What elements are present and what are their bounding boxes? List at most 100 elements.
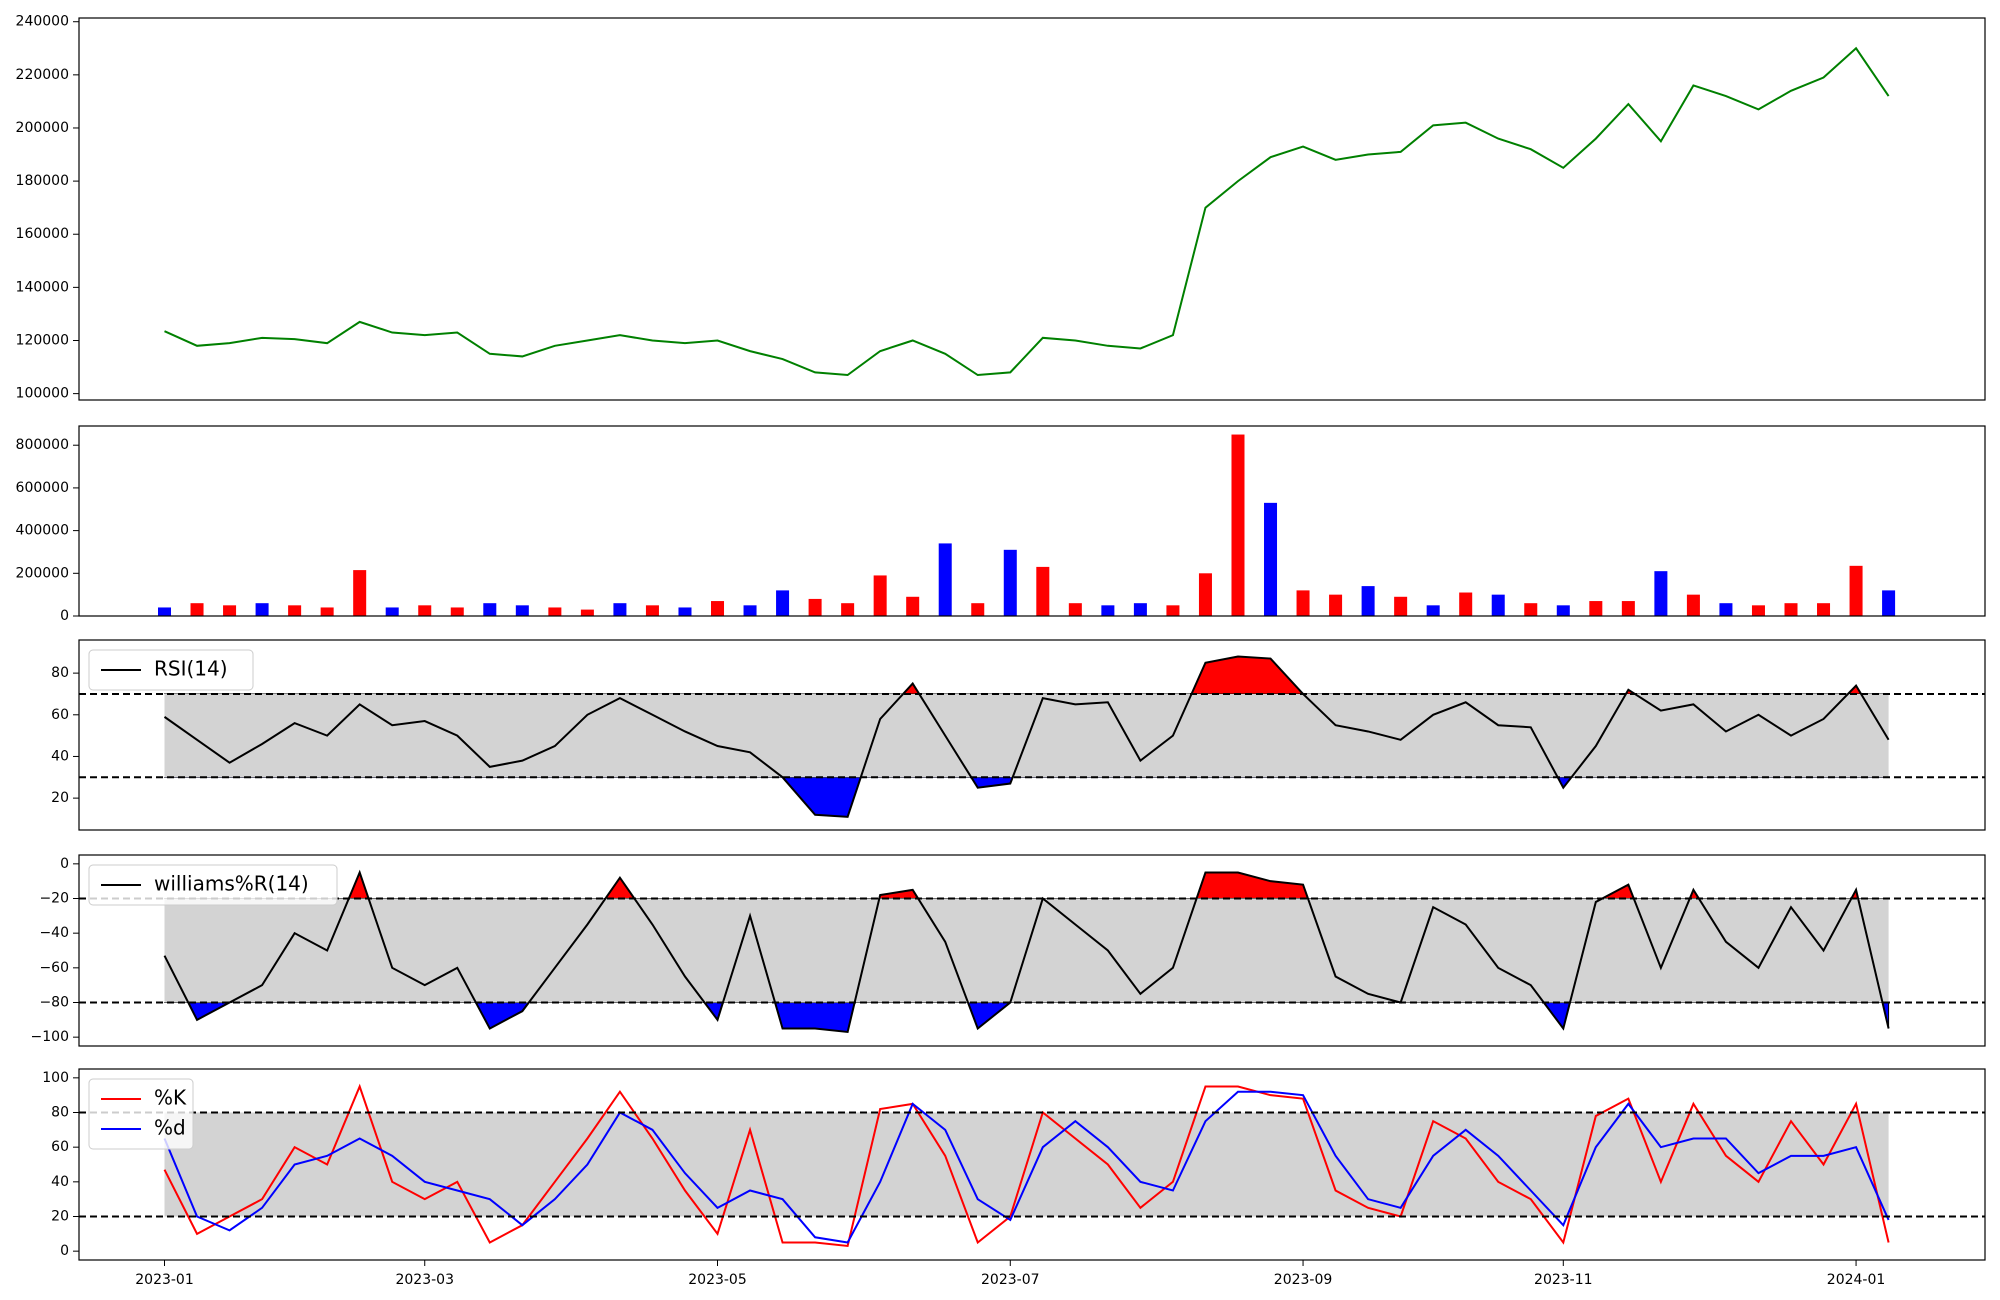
- bar: [613, 603, 627, 616]
- bar: [1329, 594, 1343, 616]
- bar: [1751, 605, 1765, 616]
- x-tick-label: 2023-05: [688, 1272, 747, 1288]
- y-tick-label: 20: [51, 790, 69, 806]
- y-tick-label: −20: [39, 891, 69, 907]
- bar: [1231, 434, 1245, 616]
- bar: [1686, 594, 1700, 616]
- bar: [1264, 502, 1278, 616]
- frame: [78, 425, 1986, 617]
- frame: [78, 854, 1986, 1047]
- bar: [1719, 603, 1733, 616]
- y-tick-label: 0: [60, 1243, 69, 1259]
- bar: [1166, 605, 1180, 616]
- y-tick-label: 160000: [16, 226, 69, 242]
- bar: [1036, 566, 1050, 616]
- y-tick-label: 240000: [16, 14, 69, 30]
- bar: [1133, 603, 1147, 616]
- bar: [157, 607, 172, 616]
- bar: [678, 607, 692, 616]
- y-tick-label: 0: [60, 608, 69, 624]
- y-tick-label: 400000: [16, 523, 69, 539]
- bar: [450, 607, 464, 616]
- bar: [873, 575, 887, 616]
- bar: [288, 605, 302, 616]
- bar: [711, 601, 725, 616]
- y-tick-label: 220000: [16, 67, 69, 83]
- y-tick-label: −60: [39, 960, 69, 976]
- x-tick-label: 2023-07: [981, 1272, 1040, 1288]
- bar: [1556, 605, 1570, 616]
- bar: [1817, 603, 1831, 616]
- bar: [580, 609, 594, 616]
- bar: [938, 543, 952, 616]
- bar: [808, 598, 822, 616]
- bar: [548, 607, 562, 616]
- bar: [1849, 565, 1863, 616]
- bar: [1296, 590, 1310, 616]
- y-tick-label: 40: [51, 748, 69, 764]
- bar: [1101, 605, 1115, 616]
- bar: [1426, 605, 1440, 616]
- bar: [645, 605, 659, 616]
- bar: [223, 605, 237, 616]
- bar: [743, 605, 757, 616]
- y-tick-label: −40: [39, 925, 69, 941]
- y-tick-label: 800000: [16, 437, 69, 453]
- frame: [78, 639, 1986, 831]
- bar: [1003, 549, 1017, 616]
- bar: [320, 607, 334, 616]
- bar: [190, 603, 204, 616]
- frame: [78, 17, 1986, 401]
- bar: [483, 603, 497, 616]
- bar: [1589, 601, 1603, 616]
- y-tick-label: 40: [51, 1174, 69, 1190]
- x-tick-label: 2023-03: [395, 1272, 454, 1288]
- y-tick-label: −80: [39, 994, 69, 1010]
- y-tick-label: 80: [51, 665, 69, 681]
- y-tick-label: 120000: [16, 332, 69, 348]
- bar: [385, 607, 399, 616]
- bar: [1361, 586, 1375, 616]
- bar: [1198, 573, 1212, 616]
- y-tick-label: 100: [42, 1070, 69, 1086]
- band: [164, 693, 1889, 778]
- legend-box: [88, 864, 338, 906]
- y-tick-label: 200000: [16, 565, 69, 581]
- x-tick-label: 2024-01: [1827, 1272, 1886, 1288]
- bar: [1524, 603, 1538, 616]
- y-tick-label: 100000: [16, 386, 69, 402]
- y-tick-label: 60: [51, 1139, 69, 1155]
- legend-label: %d: [154, 1116, 186, 1140]
- legend-label: %K: [154, 1086, 187, 1110]
- y-tick-label: 140000: [16, 279, 69, 295]
- y-tick-label: 600000: [16, 480, 69, 496]
- bar: [1621, 601, 1635, 616]
- bar: [971, 603, 985, 616]
- x-tick-label: 2023-01: [135, 1272, 194, 1288]
- y-tick-label: 80: [51, 1105, 69, 1121]
- bar: [418, 605, 432, 616]
- bar: [1491, 594, 1505, 616]
- legend-box: [88, 1078, 194, 1150]
- frame: [78, 1068, 1986, 1261]
- y-tick-label: −100: [31, 1029, 69, 1045]
- bar: [515, 605, 529, 616]
- bar: [841, 603, 855, 616]
- bar: [1882, 590, 1896, 616]
- x-tick-label: 2023-11: [1534, 1272, 1593, 1288]
- bar: [1068, 603, 1082, 616]
- x-tick-label: 2023-09: [1274, 1272, 1333, 1288]
- bar: [1654, 571, 1668, 616]
- bar: [776, 590, 790, 616]
- y-tick-label: 60: [51, 707, 69, 723]
- y-tick-label: 20: [51, 1208, 69, 1224]
- line: [163, 655, 1890, 818]
- legend-label: williams%R(14): [154, 872, 309, 896]
- legend-box: [88, 649, 254, 691]
- y-tick-label: 0: [60, 856, 69, 872]
- legend-label: RSI(14): [154, 657, 228, 681]
- line: [163, 1090, 1890, 1244]
- bar: [1394, 596, 1408, 616]
- bar: [1459, 592, 1473, 616]
